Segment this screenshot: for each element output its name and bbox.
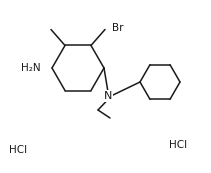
Text: HCl: HCl [9, 145, 27, 155]
Text: N: N [104, 91, 112, 101]
Text: Br: Br [112, 24, 123, 34]
Text: H₂N: H₂N [21, 63, 41, 73]
Text: HCl: HCl [169, 140, 187, 150]
